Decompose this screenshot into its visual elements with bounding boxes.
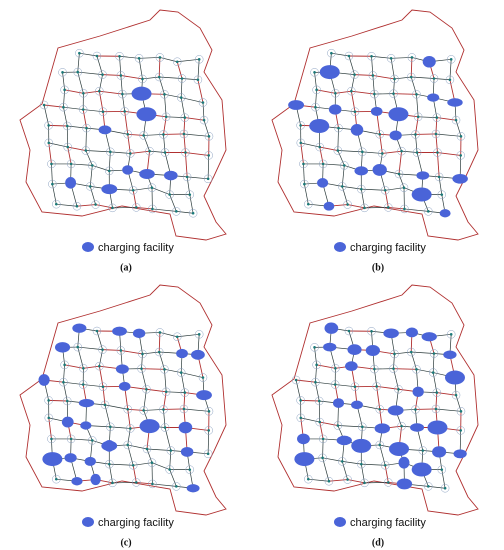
charging-facility xyxy=(389,130,402,141)
charging-facility xyxy=(427,93,440,102)
charging-facility xyxy=(452,173,468,184)
charging-facility xyxy=(453,449,467,459)
charging-facility xyxy=(186,484,200,493)
legend-marker xyxy=(334,517,346,527)
charging-facility xyxy=(294,452,315,467)
charging-facility xyxy=(78,398,95,408)
charging-facility xyxy=(103,440,115,452)
charging-facility xyxy=(297,433,310,445)
charging-facility xyxy=(416,171,430,180)
charging-facility xyxy=(389,441,410,456)
panel: charging facility (d) xyxy=(271,284,479,548)
charging-facility xyxy=(288,100,305,110)
charging-facility xyxy=(176,348,188,359)
legend-marker xyxy=(82,517,94,527)
charging-facility xyxy=(122,165,134,175)
charging-facility xyxy=(433,446,446,458)
charging-facility xyxy=(65,177,77,189)
charging-facility xyxy=(84,456,96,466)
charging-facility xyxy=(354,166,369,176)
charging-facility xyxy=(412,386,424,397)
charging-facility xyxy=(432,421,443,434)
panel: charging facility (b) xyxy=(271,9,479,273)
panel-label: (b) xyxy=(372,262,384,273)
legend-marker xyxy=(82,242,94,252)
legend-label: charging facility xyxy=(98,517,174,529)
charging-facility xyxy=(347,344,362,356)
legend-label: charging facility xyxy=(98,242,174,254)
map xyxy=(271,284,479,516)
charging-facility xyxy=(398,456,410,469)
charging-facility xyxy=(42,452,63,467)
charging-facility xyxy=(447,98,463,107)
charging-facility xyxy=(323,342,337,352)
legend-label: charging facility xyxy=(350,242,426,254)
charging-facility xyxy=(309,119,330,134)
charging-facility xyxy=(332,398,345,408)
charging-facility xyxy=(443,350,457,360)
charging-facility xyxy=(421,332,437,342)
panel-label: (d) xyxy=(372,537,384,548)
map xyxy=(271,9,479,241)
charging-facility xyxy=(115,364,129,374)
charging-facility xyxy=(410,423,425,432)
charging-facility xyxy=(324,322,339,334)
charging-facility xyxy=(323,201,335,211)
charging-facility xyxy=(101,184,118,195)
panel-label: (c) xyxy=(120,537,131,548)
charging-facility xyxy=(396,478,413,490)
charging-facility xyxy=(374,423,390,434)
map xyxy=(19,9,227,241)
charging-facility xyxy=(317,178,329,188)
charging-facility xyxy=(365,344,380,356)
charging-facility xyxy=(80,421,92,430)
charging-facility xyxy=(388,107,409,122)
panel: charging facility (a) xyxy=(19,9,227,273)
charging-facility xyxy=(71,477,83,486)
panel: charging facility (c) xyxy=(19,284,227,548)
charging-facility xyxy=(132,328,146,339)
charging-facility xyxy=(444,370,465,385)
charging-facility xyxy=(422,55,436,68)
charging-facility xyxy=(411,462,432,477)
charging-facility xyxy=(98,125,112,135)
charging-facility xyxy=(139,168,155,179)
charging-facility xyxy=(163,170,178,181)
charging-facility xyxy=(351,400,363,410)
charging-facility xyxy=(405,327,418,338)
charging-facility xyxy=(178,421,193,434)
charging-facility xyxy=(336,435,352,446)
charging-facility xyxy=(351,438,372,453)
charging-facility xyxy=(90,473,101,486)
charging-facility xyxy=(328,104,342,115)
charging-facility xyxy=(118,381,131,391)
charging-facility xyxy=(191,349,205,360)
charging-facility xyxy=(383,328,399,339)
charging-facility xyxy=(136,107,157,122)
charging-facility xyxy=(131,86,152,101)
charging-facility xyxy=(64,453,77,463)
legend-marker xyxy=(334,242,346,252)
charging-facility xyxy=(72,323,87,333)
charging-facility xyxy=(411,187,432,202)
charging-facility xyxy=(139,419,160,434)
charging-facility xyxy=(54,342,71,353)
charging-facility xyxy=(180,446,194,457)
charging-facility xyxy=(370,106,383,116)
charging-facility xyxy=(196,390,212,400)
charging-facility xyxy=(350,123,364,136)
charging-facility xyxy=(112,326,127,336)
panel-label: (a) xyxy=(120,262,132,273)
charging-facility xyxy=(439,209,451,218)
charging-facility xyxy=(61,416,74,428)
charging-facility xyxy=(38,374,50,386)
charging-facility xyxy=(319,65,340,80)
charging-facility xyxy=(372,164,387,176)
legend-label: charging facility xyxy=(350,517,426,529)
charging-facility xyxy=(345,361,358,371)
map xyxy=(19,284,227,516)
charging-facility xyxy=(387,405,404,416)
